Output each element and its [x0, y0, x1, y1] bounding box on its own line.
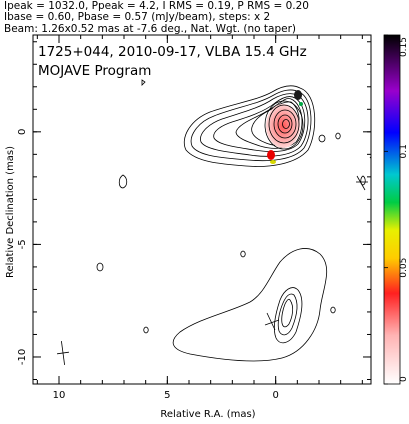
- contour-core-4: [213, 96, 306, 152]
- axis-ticks: 10 5 0 0 -5 -10: [17, 35, 371, 401]
- x-axis-label: Relative R.A. (mas): [160, 409, 255, 420]
- chart-title: 1725+044, 2010-09-17, VLBA 15.4 GHz: [38, 44, 307, 60]
- colorbar-tick-label: 0.15: [399, 37, 409, 57]
- contour-jet-3: [277, 293, 298, 336]
- colorbar-ticks: 0 0.05 0.1 0.15: [384, 34, 409, 385]
- noise-contour: [143, 326, 149, 334]
- polarization-blob-dark: [294, 90, 302, 100]
- polarization-vector: [266, 312, 276, 331]
- y-tick-label: -10: [17, 349, 28, 365]
- header-line-1: Ipeak = 1032.0, Ppeak = 4.2, I RMS = 0.1…: [4, 0, 309, 12]
- contour-jet-2: [273, 287, 303, 344]
- polarization-blob-red: [267, 150, 275, 160]
- contour-core-3: [200, 93, 309, 157]
- contour-core-10: [277, 114, 293, 134]
- y-tick-label: 0: [17, 129, 28, 135]
- header-line-3: Beam: 1.26x0.52 mas at -7.6 deg., Nat. W…: [4, 23, 297, 35]
- contour-core-9: [273, 109, 297, 139]
- chart-subtitle: MOJAVE Program: [38, 63, 151, 79]
- noise-contour: [330, 306, 336, 314]
- noise-contour: [335, 132, 341, 140]
- noise-contour: [240, 250, 246, 258]
- polarization-blob-green: [299, 102, 303, 106]
- x-tick-label: 10: [53, 390, 66, 401]
- beam-symbol: [56, 341, 70, 365]
- contour-core-5: [235, 98, 303, 149]
- contour-core-7: [264, 100, 304, 150]
- contour-jet-4: [281, 298, 294, 328]
- x-tick-label: 0: [272, 390, 278, 401]
- noise-contour: [360, 175, 366, 186]
- noise-contour: [118, 174, 128, 189]
- colorbar-tick-label: 0.05: [399, 258, 409, 278]
- colorbar-tick-label: 0.1: [399, 144, 409, 158]
- noise-contour: [141, 79, 146, 86]
- y-axis-label: Relative Declination (mas): [5, 146, 16, 278]
- colorbar: [383, 34, 401, 385]
- contour-map: [56, 79, 371, 365]
- polarization-blob-yellow: [270, 160, 276, 164]
- colorbar-tick-label: 0: [399, 376, 409, 382]
- y-tick-label: -5: [17, 239, 28, 249]
- contour-jet-1: [172, 248, 328, 362]
- x-tick-label: 5: [164, 390, 170, 401]
- contour-core-11: [282, 119, 290, 129]
- polarization-vector: [264, 319, 280, 326]
- noise-contour: [96, 262, 104, 272]
- header-line-2: Ibase = 0.60, Pbase = 0.57 (mJy/beam), s…: [4, 11, 271, 23]
- polarization-vector: [356, 175, 366, 191]
- contour-core-1: [184, 85, 316, 167]
- noise-contour: [318, 134, 326, 143]
- contour-core-2: [190, 89, 312, 162]
- plot-frame: [32, 34, 372, 385]
- contour-core-8: [268, 104, 300, 144]
